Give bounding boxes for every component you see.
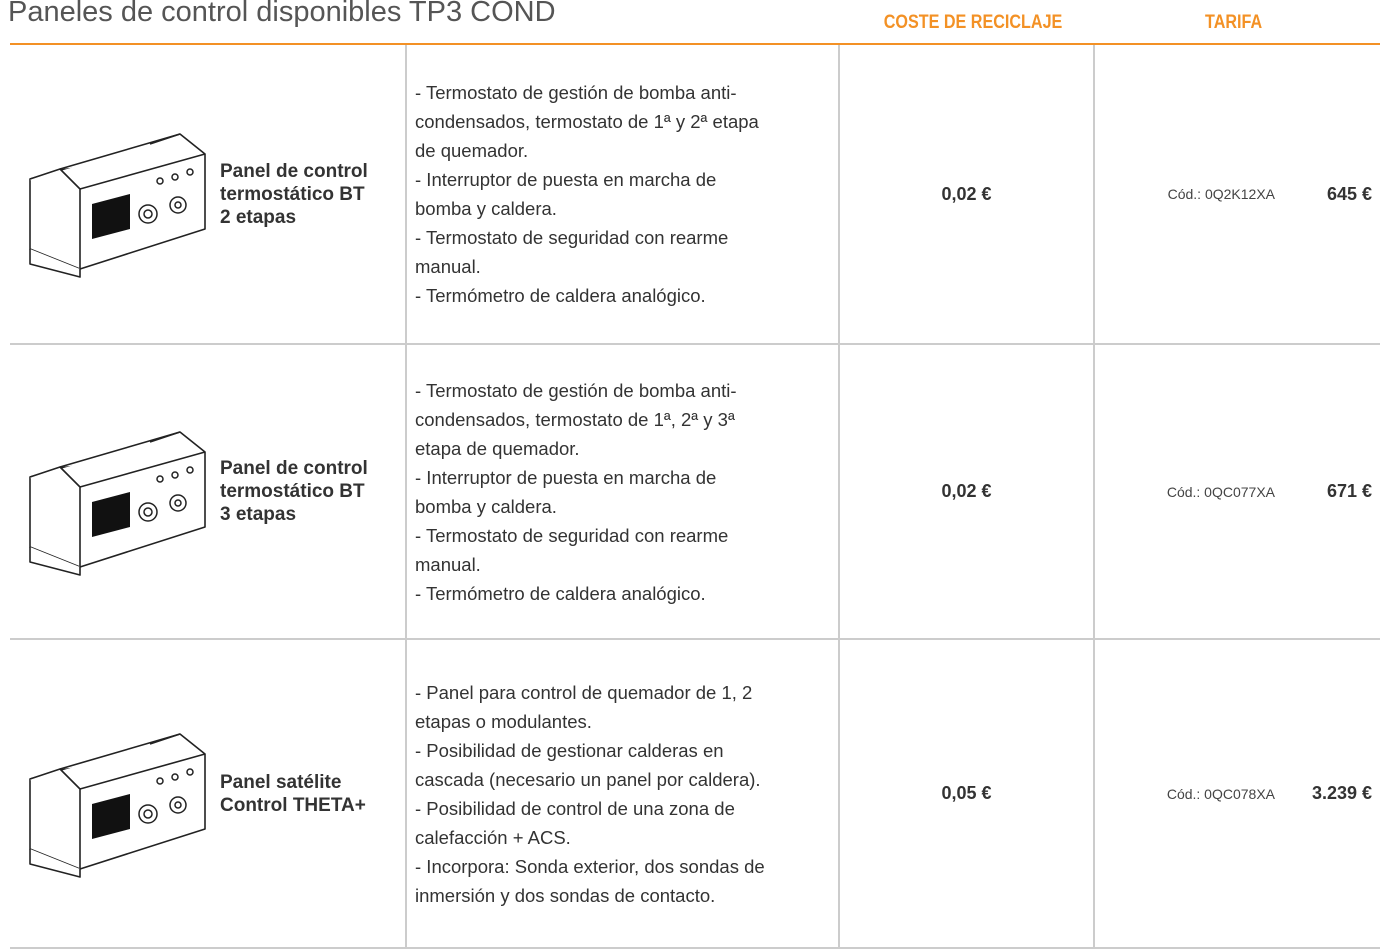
name-line: 2 etapas (220, 206, 297, 228)
column-header: COSTE DE RECICLAJE (883, 12, 1063, 33)
name-line: Control THETA+ (220, 794, 366, 816)
description-line: - Termostato de seguridad con rearme (415, 227, 729, 248)
name-line: Panel satélite (220, 771, 342, 793)
product-name: Panel de control termostático BT 3 etapas (220, 345, 405, 638)
product-code: Cód.: 0QC077XA (1166, 483, 1275, 500)
description: - Panel para control de quemador de 1, 2… (405, 640, 840, 947)
description-line: etapas o modulantes. (415, 710, 592, 732)
name-line: 3 etapas (220, 504, 297, 525)
description-line: de quemador. (415, 140, 529, 161)
image-cell (10, 345, 220, 638)
price: 3.239 € (1311, 783, 1372, 803)
description-line: - Termostato de gestión de bomba anti- (415, 379, 737, 401)
description-line: - Panel para control de quemador de 1, 2 (415, 681, 753, 703)
description: - Termostato de gestión de bomba anti-co… (405, 45, 840, 343)
description-line: - Incorpora: Sonda exterior, dos sondas … (415, 855, 765, 877)
name-line: Panel de control (220, 458, 368, 479)
description-line: bomba y caldera. (415, 495, 557, 517)
column-header: TARIFA (1205, 12, 1263, 33)
recycling-cost: 0,02 € (840, 345, 1095, 638)
description-line: - Posibilidad de gestionar calderas en (415, 739, 724, 761)
name-line: termostático BT (220, 481, 365, 502)
product-image (29, 732, 206, 878)
header-rule (10, 43, 1380, 45)
description-line: condensados, termostato de 1ª y 2ª etapa (415, 111, 759, 132)
product-code: Cód.: 0Q2K12XA (1167, 186, 1275, 202)
product-code: Cód.: 0QC078XA (1166, 785, 1275, 802)
description-line: - Posibilidad de control de una zona de (415, 797, 735, 819)
description-line: - Termostato de gestión de bomba anti- (415, 82, 737, 103)
description-line: etapa de quemador. (415, 437, 580, 459)
price: 645 € (1326, 183, 1372, 204)
description-line: - Termostato de seguridad con rearme (415, 524, 729, 546)
product-image (29, 430, 206, 576)
description-line: - Interruptor de puesta en marcha de (415, 169, 717, 190)
recycling-cost: 0,02 € (840, 45, 1095, 343)
product-image (29, 133, 206, 278)
image-cell (10, 45, 220, 343)
description-line: manual. (415, 256, 481, 277)
image-cell (10, 640, 220, 947)
description-line: - Termómetro de caldera analógico. (415, 285, 706, 306)
product-name: Panel de control termostático BT 2 etapas (220, 45, 405, 343)
description-line: bomba y caldera. (415, 198, 557, 219)
description-line: manual. (415, 553, 481, 575)
description-line: condensados, termostato de 1ª, 2ª y 3ª (415, 408, 735, 430)
price: 671 € (1326, 481, 1372, 501)
description-line: cascada (necesario un panel por caldera)… (415, 768, 761, 790)
description-line: inmersión y dos sondas de contacto. (415, 884, 716, 906)
description: - Termostato de gestión de bomba anti-co… (405, 345, 840, 638)
product-name: Panel satélite Control THETA+ (220, 640, 405, 947)
table-row: Panel satélite Control THETA+ - Panel para… (10, 640, 1380, 949)
table-row: Panel de control termostático BT 2 etapas -… (10, 45, 1380, 345)
description-line: calefacción + ACS. (415, 826, 571, 848)
description-line: - Interruptor de puesta en marcha de (415, 466, 717, 488)
recycling-cost: 0,05 € (840, 640, 1095, 947)
table-row: Panel de control termostático BT 3 etapas -… (10, 345, 1380, 640)
name-line: Panel de control (220, 160, 368, 182)
title: Paneles de control disponibles TP3 COND (8, 0, 556, 28)
name-line: termostático BT (220, 183, 365, 205)
description-line: - Termómetro de caldera analógico. (415, 582, 706, 604)
